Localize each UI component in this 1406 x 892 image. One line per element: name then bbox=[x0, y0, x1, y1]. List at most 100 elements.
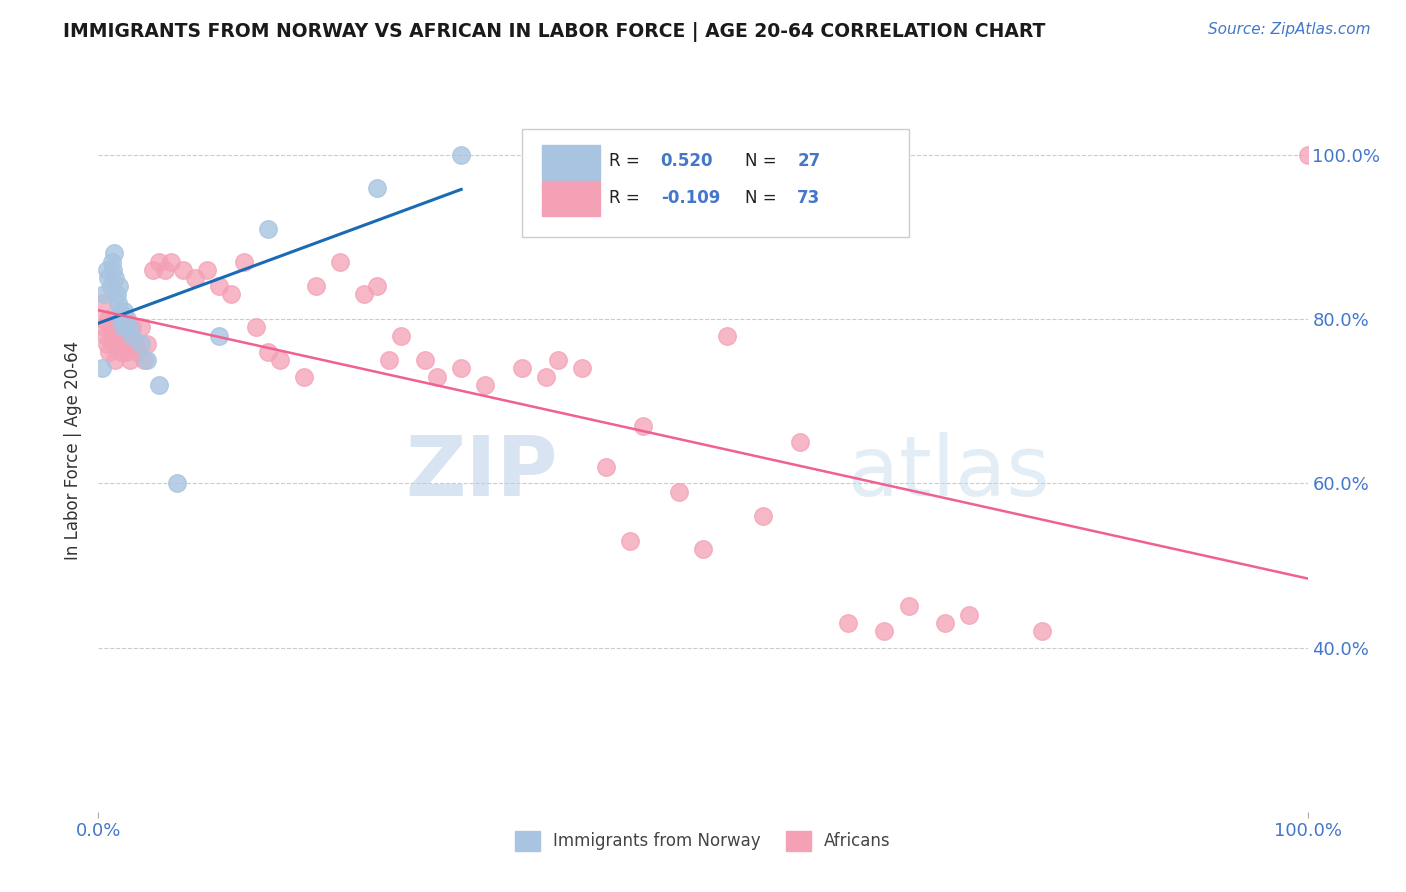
Point bbox=[752, 509, 775, 524]
Point bbox=[208, 328, 231, 343]
Point bbox=[112, 304, 135, 318]
Point bbox=[107, 320, 129, 334]
Point bbox=[100, 279, 122, 293]
Point bbox=[121, 320, 143, 334]
Point bbox=[135, 353, 157, 368]
Point bbox=[305, 279, 328, 293]
Point bbox=[172, 263, 194, 277]
Text: 27: 27 bbox=[797, 153, 821, 170]
Point bbox=[789, 435, 811, 450]
Point bbox=[256, 345, 278, 359]
Point bbox=[142, 263, 165, 277]
Point bbox=[110, 312, 132, 326]
Point bbox=[127, 345, 149, 359]
Point bbox=[104, 353, 127, 368]
Point bbox=[534, 369, 557, 384]
Point bbox=[114, 312, 136, 326]
Point bbox=[91, 312, 114, 326]
Point bbox=[510, 361, 533, 376]
Point bbox=[100, 328, 122, 343]
Point bbox=[118, 320, 141, 334]
Point bbox=[474, 377, 496, 392]
Point bbox=[195, 263, 218, 277]
Point bbox=[107, 295, 129, 310]
Point bbox=[619, 533, 641, 548]
Point bbox=[111, 320, 134, 334]
Point bbox=[934, 615, 956, 630]
Point bbox=[111, 320, 134, 334]
Point bbox=[100, 320, 122, 334]
Point bbox=[108, 279, 131, 293]
Text: N =: N = bbox=[745, 188, 782, 207]
Y-axis label: In Labor Force | Age 20-64: In Labor Force | Age 20-64 bbox=[65, 341, 83, 560]
Point bbox=[1031, 624, 1053, 639]
Point bbox=[292, 369, 315, 384]
Point bbox=[595, 459, 617, 474]
Point bbox=[115, 345, 138, 359]
Point bbox=[153, 263, 176, 277]
Point bbox=[121, 328, 143, 343]
Point bbox=[103, 246, 125, 260]
Point bbox=[329, 254, 352, 268]
Legend: Immigrants from Norway, Africans: Immigrants from Norway, Africans bbox=[509, 824, 897, 857]
Point bbox=[117, 312, 139, 326]
Point bbox=[129, 336, 152, 351]
Point bbox=[94, 328, 117, 343]
Point bbox=[897, 599, 920, 614]
Point bbox=[98, 345, 121, 359]
Point bbox=[377, 353, 399, 368]
Point bbox=[256, 221, 278, 235]
Point bbox=[148, 377, 170, 392]
Point bbox=[96, 336, 118, 351]
Point bbox=[105, 287, 128, 301]
Text: 73: 73 bbox=[797, 188, 821, 207]
Text: R =: R = bbox=[609, 153, 645, 170]
Point bbox=[100, 254, 122, 268]
Point bbox=[221, 287, 243, 301]
Point bbox=[124, 336, 146, 351]
Text: -0.109: -0.109 bbox=[661, 188, 720, 207]
Point bbox=[97, 271, 120, 285]
Point bbox=[873, 624, 896, 639]
Point bbox=[366, 279, 388, 293]
Point bbox=[1296, 148, 1319, 162]
Point bbox=[208, 279, 231, 293]
Point bbox=[148, 254, 170, 268]
Point bbox=[97, 312, 120, 326]
Point bbox=[366, 180, 388, 194]
Point bbox=[160, 254, 183, 268]
Text: N =: N = bbox=[745, 153, 782, 170]
FancyBboxPatch shape bbox=[522, 129, 908, 237]
Point bbox=[389, 328, 412, 343]
Point bbox=[96, 263, 118, 277]
Point bbox=[245, 320, 267, 334]
Point bbox=[112, 336, 135, 351]
Point bbox=[104, 271, 127, 285]
Point bbox=[450, 361, 472, 376]
Point bbox=[118, 328, 141, 343]
FancyBboxPatch shape bbox=[543, 145, 600, 179]
Point bbox=[91, 361, 114, 376]
Point bbox=[108, 304, 131, 318]
Point bbox=[108, 312, 131, 326]
Text: ZIP: ZIP bbox=[405, 432, 558, 513]
Point bbox=[93, 287, 115, 301]
Point bbox=[668, 484, 690, 499]
Text: 0.520: 0.520 bbox=[661, 153, 713, 170]
Point bbox=[91, 295, 114, 310]
Point bbox=[232, 254, 254, 268]
Point bbox=[166, 476, 188, 491]
Text: IMMIGRANTS FROM NORWAY VS AFRICAN IN LABOR FORCE | AGE 20-64 CORRELATION CHART: IMMIGRANTS FROM NORWAY VS AFRICAN IN LAB… bbox=[63, 22, 1046, 42]
Point bbox=[108, 336, 131, 351]
FancyBboxPatch shape bbox=[543, 181, 600, 216]
Point bbox=[129, 320, 152, 334]
Point bbox=[450, 148, 472, 162]
Point bbox=[114, 328, 136, 343]
Point bbox=[184, 271, 207, 285]
Point bbox=[134, 353, 156, 368]
Point bbox=[103, 312, 125, 326]
Point bbox=[716, 328, 738, 343]
Point bbox=[93, 320, 115, 334]
Point bbox=[353, 287, 375, 301]
Point bbox=[426, 369, 449, 384]
